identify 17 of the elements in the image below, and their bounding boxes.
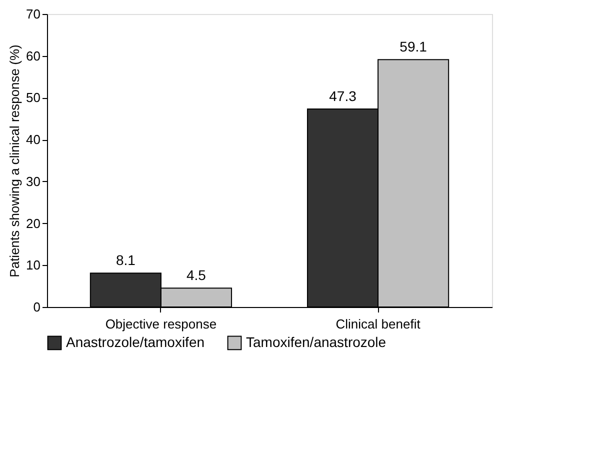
data-label: 4.5 bbox=[186, 267, 206, 284]
y-tick-label: 50 bbox=[26, 90, 40, 106]
y-tick-label: 70 bbox=[26, 6, 40, 22]
x-tick-label: Objective response bbox=[105, 316, 217, 332]
y-tick-label: 0 bbox=[33, 300, 40, 314]
y-tick-label: 40 bbox=[26, 132, 40, 148]
data-label: 47.3 bbox=[329, 88, 357, 104]
y-tick-label: 20 bbox=[26, 216, 40, 231]
y-tick-label: 30 bbox=[26, 174, 40, 189]
data-label: 59.1 bbox=[400, 38, 428, 55]
data-label: 8.1 bbox=[116, 252, 136, 268]
legend-label: Anastrozole/tamoxifen bbox=[66, 334, 205, 350]
y-tick-label: 60 bbox=[26, 48, 40, 64]
y-tick-label: 10 bbox=[26, 258, 40, 273]
x-tick-label: Clinical benefit bbox=[336, 316, 421, 332]
y-axis-title: Patients showing a clinical response (%) bbox=[7, 44, 22, 278]
legend-label: Tamoxifen/anastrozole bbox=[246, 334, 386, 350]
